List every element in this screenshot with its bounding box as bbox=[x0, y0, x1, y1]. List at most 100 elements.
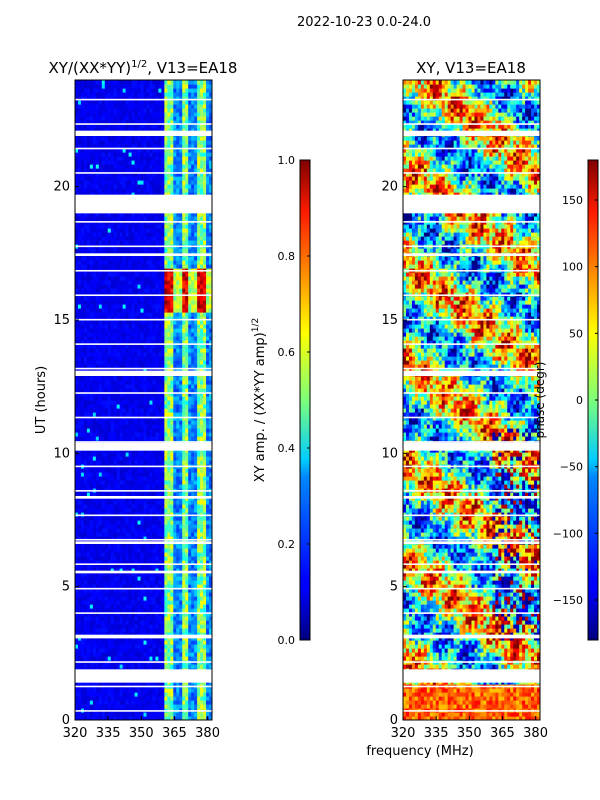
left-heatmap-cell bbox=[92, 300, 97, 305]
left-heatmap-cell bbox=[80, 648, 85, 653]
left-heatmap-cell bbox=[164, 712, 168, 717]
left-heatmap-cell bbox=[125, 576, 130, 581]
left-heatmap-cell bbox=[104, 564, 109, 569]
left-heatmap-cell bbox=[92, 564, 97, 569]
left-heatmap-cell bbox=[176, 656, 180, 661]
left-heatmap-cell bbox=[122, 552, 127, 557]
left-heatmap-cell bbox=[152, 604, 157, 609]
left-heatmap-cell bbox=[161, 344, 165, 349]
left-heatmap-cell bbox=[75, 296, 79, 301]
left-heatmap-cell bbox=[179, 524, 183, 529]
left-heatmap-cell bbox=[116, 392, 121, 397]
left-heatmap-cell bbox=[77, 348, 82, 353]
left-heatmap-cell bbox=[173, 328, 177, 333]
left-heatmap-cell bbox=[125, 492, 130, 497]
left-heatmap-cell bbox=[188, 480, 192, 485]
left-heatmap-cell bbox=[200, 332, 204, 337]
left-heatmap-cell bbox=[203, 652, 207, 657]
left-heatmap-cell bbox=[188, 344, 192, 349]
left-heatmap-cell bbox=[188, 548, 192, 553]
left-heatmap-cell bbox=[104, 504, 109, 509]
left-heatmap-cell bbox=[206, 508, 210, 513]
left-heatmap-cell bbox=[110, 404, 115, 409]
left-heatmap-cell bbox=[209, 688, 212, 693]
left-heatmap-cell bbox=[140, 560, 145, 565]
left-heatmap-cell bbox=[146, 572, 151, 577]
left-heatmap-cell bbox=[152, 384, 157, 389]
left-heatmap-cell bbox=[122, 560, 127, 565]
left-heatmap-cell bbox=[113, 360, 118, 365]
left-heatmap-cell bbox=[122, 640, 127, 645]
left-heatmap-cell bbox=[128, 500, 133, 505]
left-heatmap-cell bbox=[77, 316, 82, 321]
left-heatmap-cell bbox=[95, 316, 100, 321]
left-heatmap-cell bbox=[107, 336, 112, 341]
left-heatmap-cell bbox=[188, 524, 192, 529]
left-heatmap-cell bbox=[188, 580, 192, 585]
left-heatmap-cell bbox=[137, 592, 142, 597]
left-heatmap-cell bbox=[200, 344, 204, 349]
left-heatmap-cell bbox=[134, 572, 139, 577]
left-heatmap-cell bbox=[155, 492, 159, 497]
left-heatmap-cell bbox=[197, 304, 201, 309]
left-heatmap-cell bbox=[134, 688, 139, 693]
left-heatmap-cell bbox=[173, 620, 177, 625]
left-heatmap-cell bbox=[119, 320, 124, 325]
left-heatmap-cell bbox=[194, 400, 198, 405]
left-heatmap-cell bbox=[209, 400, 212, 405]
left-heatmap-cell bbox=[143, 392, 148, 397]
left-heatmap-cell bbox=[143, 648, 148, 653]
left-heatmap-cell bbox=[164, 288, 168, 293]
left-heatmap-cell bbox=[131, 528, 136, 533]
left-heatmap-cell bbox=[92, 296, 97, 301]
left-heatmap-cell bbox=[209, 524, 212, 529]
left-heatmap-cell bbox=[110, 436, 115, 441]
left-heatmap-cell bbox=[80, 532, 85, 537]
left-heatmap-cell bbox=[206, 648, 210, 653]
left-heatmap-cell bbox=[116, 556, 121, 561]
left-heatmap-cell bbox=[176, 632, 180, 637]
left-heatmap-cell bbox=[161, 480, 165, 485]
left-heatmap-cell bbox=[161, 320, 165, 325]
left-heatmap-cell bbox=[107, 652, 112, 657]
left-heatmap-cell bbox=[101, 548, 106, 553]
left-heatmap-cell bbox=[167, 396, 171, 401]
left-heatmap-cell bbox=[149, 404, 154, 409]
left-heatmap-cell bbox=[101, 596, 106, 601]
left-heatmap-cell bbox=[119, 328, 124, 333]
left-heatmap-cell bbox=[116, 308, 121, 313]
left-heatmap-cell bbox=[113, 300, 118, 305]
left-heatmap-cell bbox=[125, 336, 130, 341]
left-heatmap-cell bbox=[113, 392, 118, 397]
left-heatmap-cell bbox=[77, 532, 82, 537]
left-heatmap-cell bbox=[167, 560, 171, 565]
left-heatmap-cell bbox=[86, 340, 91, 345]
left-heatmap-cell bbox=[125, 408, 130, 413]
left-heatmap-cell bbox=[143, 616, 148, 621]
left-heatmap-cell bbox=[188, 460, 192, 465]
left-heatmap-cell bbox=[185, 288, 189, 293]
left-heatmap-cell bbox=[197, 352, 201, 357]
left-heatmap-cell bbox=[170, 480, 174, 485]
left-heatmap-cell bbox=[203, 476, 207, 481]
left-heatmap-cell bbox=[191, 528, 195, 533]
left-heatmap-cell bbox=[98, 376, 103, 381]
left-heatmap-cell bbox=[170, 492, 174, 497]
left-heatmap-cell bbox=[194, 340, 198, 345]
left-heatmap-cell bbox=[203, 520, 207, 525]
left-heatmap-cell bbox=[101, 600, 106, 605]
left-heatmap-cell bbox=[75, 284, 79, 289]
left-heatmap-cell bbox=[200, 316, 204, 321]
left-heatmap-cell bbox=[128, 504, 133, 509]
left-heatmap-cell bbox=[188, 648, 192, 653]
left-heatmap-cell bbox=[110, 712, 115, 717]
left-heatmap-cell bbox=[113, 648, 118, 653]
left-heatmap-cell bbox=[95, 704, 100, 709]
left-heatmap-cell bbox=[110, 640, 115, 645]
left-heatmap-cell bbox=[203, 468, 207, 473]
left-heatmap-cell bbox=[95, 640, 100, 645]
left-heatmap-cell bbox=[98, 716, 103, 720]
left-heatmap-cell bbox=[155, 716, 159, 720]
left-heatmap-cell bbox=[197, 548, 201, 553]
left-heatmap-cell bbox=[194, 336, 198, 341]
